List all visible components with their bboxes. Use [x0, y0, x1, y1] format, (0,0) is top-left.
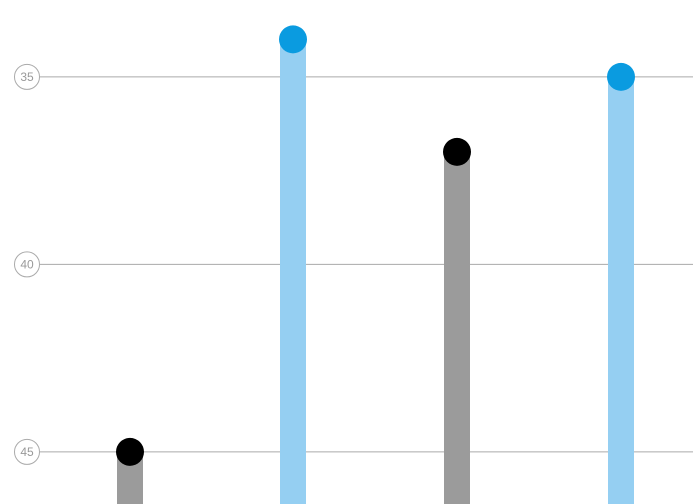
- dot: [443, 137, 471, 166]
- stem: [280, 39, 306, 504]
- stem: [444, 151, 470, 504]
- dot: [607, 62, 635, 91]
- tick-badge: [14, 63, 40, 90]
- stem: [608, 76, 634, 504]
- y-tick-label: 45: [20, 445, 34, 459]
- tick-badge: [14, 251, 40, 278]
- dot: [279, 25, 307, 54]
- y-tick-label: 40: [20, 258, 34, 272]
- y-tick-label: 35: [20, 70, 34, 84]
- dot: [116, 437, 144, 466]
- tick-badge: [14, 438, 40, 465]
